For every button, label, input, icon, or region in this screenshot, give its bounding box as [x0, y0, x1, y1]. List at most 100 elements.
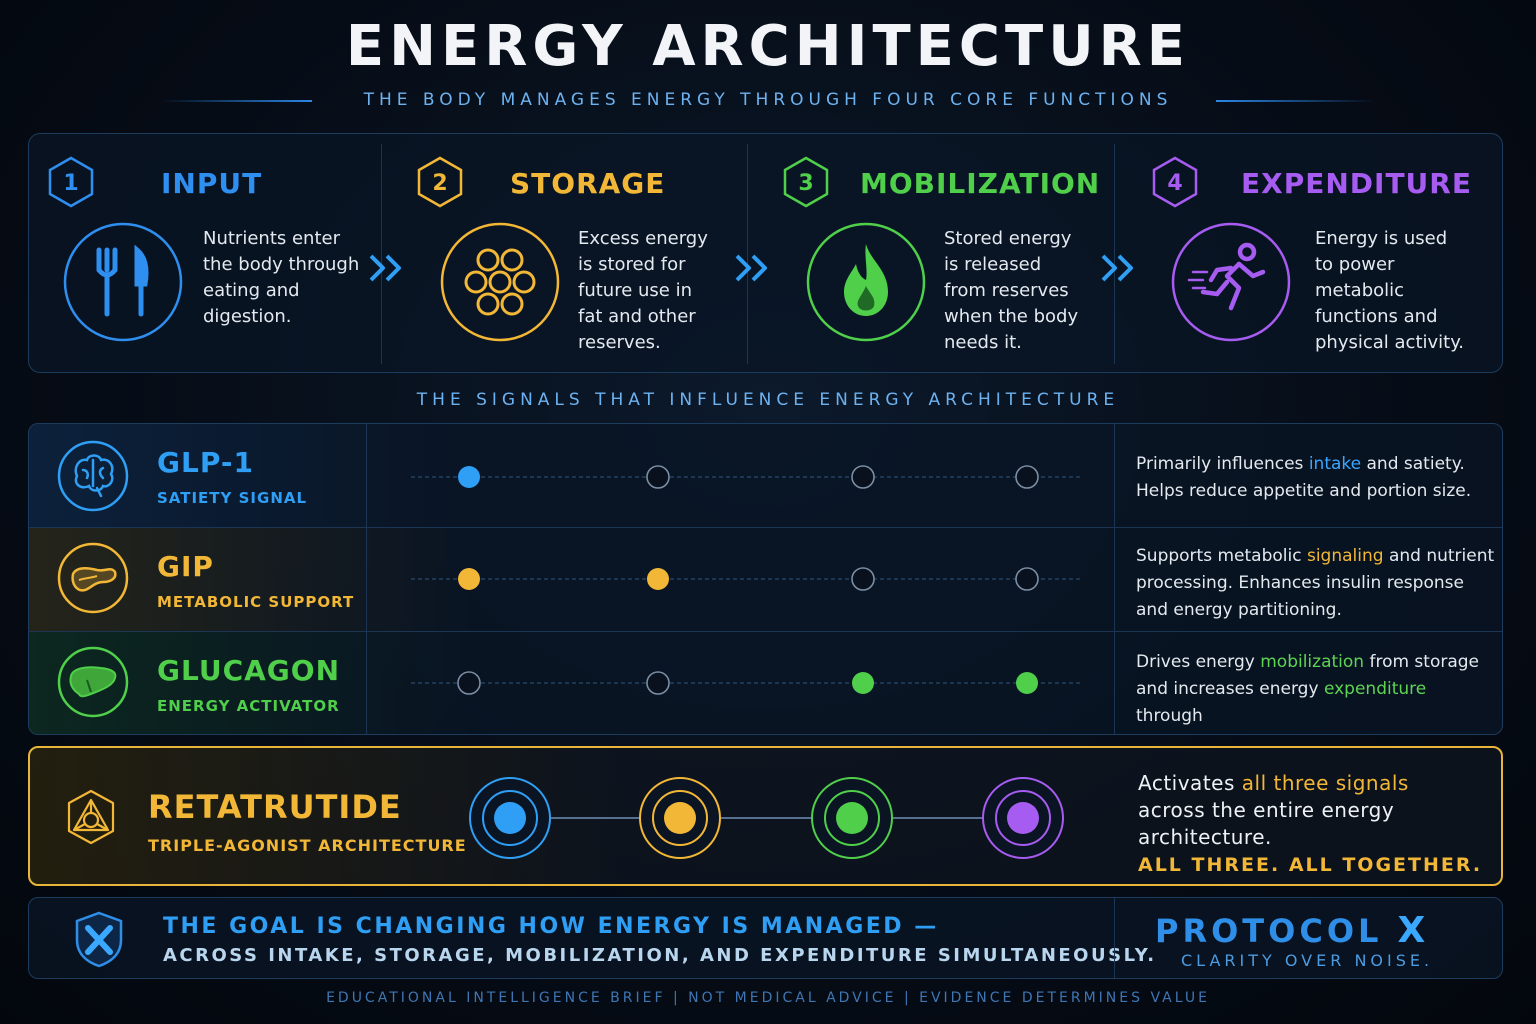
brand-logo: PROTOCOL X: [1155, 910, 1429, 951]
text-segment: processing. Enhances insulin response: [1136, 573, 1464, 593]
highlight-keyword: all three signals: [1241, 771, 1409, 795]
function-description: Nutrients enter the body through eating …: [203, 226, 359, 330]
text-segment: Helps reduce appetite and portion size.: [1136, 481, 1472, 501]
signal-dot-inactive: [851, 465, 875, 489]
column-divider: [1114, 424, 1115, 734]
signal-subtitle: SATIETY SIGNAL: [157, 489, 308, 507]
signal-description: Drives energy mobilization from storage a…: [1136, 649, 1496, 734]
text-line: Primarily influences intake and satiety.: [1136, 451, 1496, 478]
text-line: metabolic: [1315, 280, 1405, 301]
retatrutide-description: Activates all three signals across the en…: [1138, 770, 1409, 851]
signals-title: THE SIGNALS THAT INFLUENCE ENERGY ARCHIT…: [416, 390, 1120, 410]
text-line: future use in: [578, 280, 693, 301]
text-line: metabolic activation.: [1136, 730, 1496, 734]
text-line: eating and: [203, 280, 300, 301]
text-line: needs it.: [944, 332, 1022, 353]
pancreas-icon: [57, 542, 129, 614]
subtitle-row: THE BODY MANAGES ENERGY THROUGH FOUR COR…: [0, 90, 1536, 114]
signal-name: GLP-1: [157, 446, 254, 479]
hexagon-number-icon: 1: [48, 156, 94, 208]
chevron-right-icon: [1101, 254, 1133, 282]
text-segment: and satiety.: [1361, 454, 1465, 474]
signal-subtitle: ENERGY ACTIVATOR: [157, 697, 340, 715]
text-line: processing. Enhances insulin response: [1136, 570, 1496, 597]
function-title: INPUT: [161, 167, 263, 200]
signal-track: [411, 671, 1083, 695]
signal-dot-active: [458, 466, 480, 488]
signal-dot-inactive: [851, 567, 875, 591]
divider-right: [1216, 100, 1376, 102]
text-line: functions and: [1315, 306, 1438, 327]
signal-name: GIP: [157, 550, 214, 583]
signal-track: [411, 567, 1083, 591]
goal-subline: ACROSS INTAKE, STORAGE, MOBILIZATION, AN…: [163, 945, 1157, 966]
brain-icon: [57, 440, 129, 512]
signal-node: [639, 777, 721, 859]
column-divider: [366, 424, 367, 734]
fork-knife-icon: [63, 222, 183, 342]
text-segment: architecture.: [1138, 825, 1272, 849]
text-segment: across the entire energy: [1138, 798, 1395, 822]
highlight-keyword: intake: [1308, 454, 1362, 474]
text-segment: from storage: [1364, 652, 1480, 672]
hexagon-number-icon: 4: [1152, 156, 1198, 208]
text-line: architecture.: [1138, 824, 1409, 851]
shield-x-icon: [75, 911, 123, 968]
fat-cells-icon: [440, 222, 560, 342]
liver-icon: [57, 646, 129, 718]
retatrutide-nodes: [469, 777, 1064, 859]
chevron-right-icon: [369, 254, 401, 282]
signals-panel: GLP-1 SATIETY SIGNAL Primarily influence…: [28, 423, 1503, 735]
runner-icon: [1171, 222, 1291, 342]
text-segment: Activates: [1138, 771, 1242, 795]
text-line: physical activity.: [1315, 332, 1465, 353]
chevron-right-icon: [735, 254, 767, 282]
text-line: is released: [944, 254, 1042, 275]
text-line: Stored energy: [944, 228, 1072, 249]
text-segment: Supports metabolic: [1136, 546, 1307, 566]
text-line: and energy partitioning.: [1136, 597, 1496, 624]
signal-node: [811, 777, 893, 859]
signal-description: Supports metabolic signaling and nutrien…: [1136, 543, 1496, 624]
signal-dot-active: [458, 568, 480, 590]
text-line: the body through: [203, 254, 360, 275]
function-mobilization: 3 MOBILIZATION Stored energy is released…: [748, 134, 1114, 374]
text-line: Helps reduce appetite and portion size.: [1136, 478, 1496, 505]
function-storage: 2 STORAGE Excess energy is stored for fu…: [382, 134, 748, 374]
signal-node: [982, 777, 1064, 859]
signal-dot-active: [852, 672, 874, 694]
highlight-keyword: mobilization: [1260, 652, 1365, 672]
text-line: Excess energy: [578, 228, 708, 249]
highlight-keyword: expenditure: [1323, 679, 1427, 699]
function-number: 2: [432, 171, 447, 196]
brand-tagline: CLARITY OVER NOISE.: [1181, 951, 1434, 970]
signal-track: [411, 465, 1083, 489]
text-line: Drives energy mobilization from storage: [1136, 649, 1496, 676]
signal-dot-active: [647, 568, 669, 590]
signal-dot-inactive: [457, 671, 481, 695]
goal-panel: THE GOAL IS CHANGING HOW ENERGY IS MANAG…: [28, 897, 1503, 979]
signal-dot-inactive: [1015, 567, 1039, 591]
signal-dot-inactive: [646, 671, 670, 695]
row-divider: [29, 631, 1502, 632]
retatrutide-name: RETATRUTIDE: [148, 788, 402, 826]
text-line: across the entire energy: [1138, 797, 1409, 824]
page-subtitle: THE BODY MANAGES ENERGY THROUGH FOUR COR…: [363, 90, 1173, 110]
text-segment: Drives energy: [1136, 652, 1261, 672]
text-line: Nutrients enter: [203, 228, 340, 249]
text-segment: through: [1136, 706, 1203, 726]
text-line: when the body: [944, 306, 1079, 327]
retatrutide-subtitle: TRIPLE-AGONIST ARCHITECTURE: [148, 836, 467, 855]
divider: [747, 144, 748, 364]
function-number: 4: [1167, 171, 1182, 196]
brand-mark: X: [1397, 910, 1430, 951]
text-line: reserves.: [578, 332, 661, 353]
text-line: Supports metabolic signaling and nutrien…: [1136, 543, 1496, 570]
brand-name: PROTOCOL: [1155, 912, 1383, 950]
text-line: and increases energy expenditure through: [1136, 676, 1496, 730]
text-segment: metabolic activation.: [1136, 733, 1315, 734]
goal-headline: THE GOAL IS CHANGING HOW ENERGY IS MANAG…: [163, 914, 939, 939]
signal-node: [469, 777, 551, 859]
function-input: 1 INPUT Nutrients enter the body through…: [29, 134, 381, 374]
highlight-keyword: signaling: [1306, 546, 1384, 566]
